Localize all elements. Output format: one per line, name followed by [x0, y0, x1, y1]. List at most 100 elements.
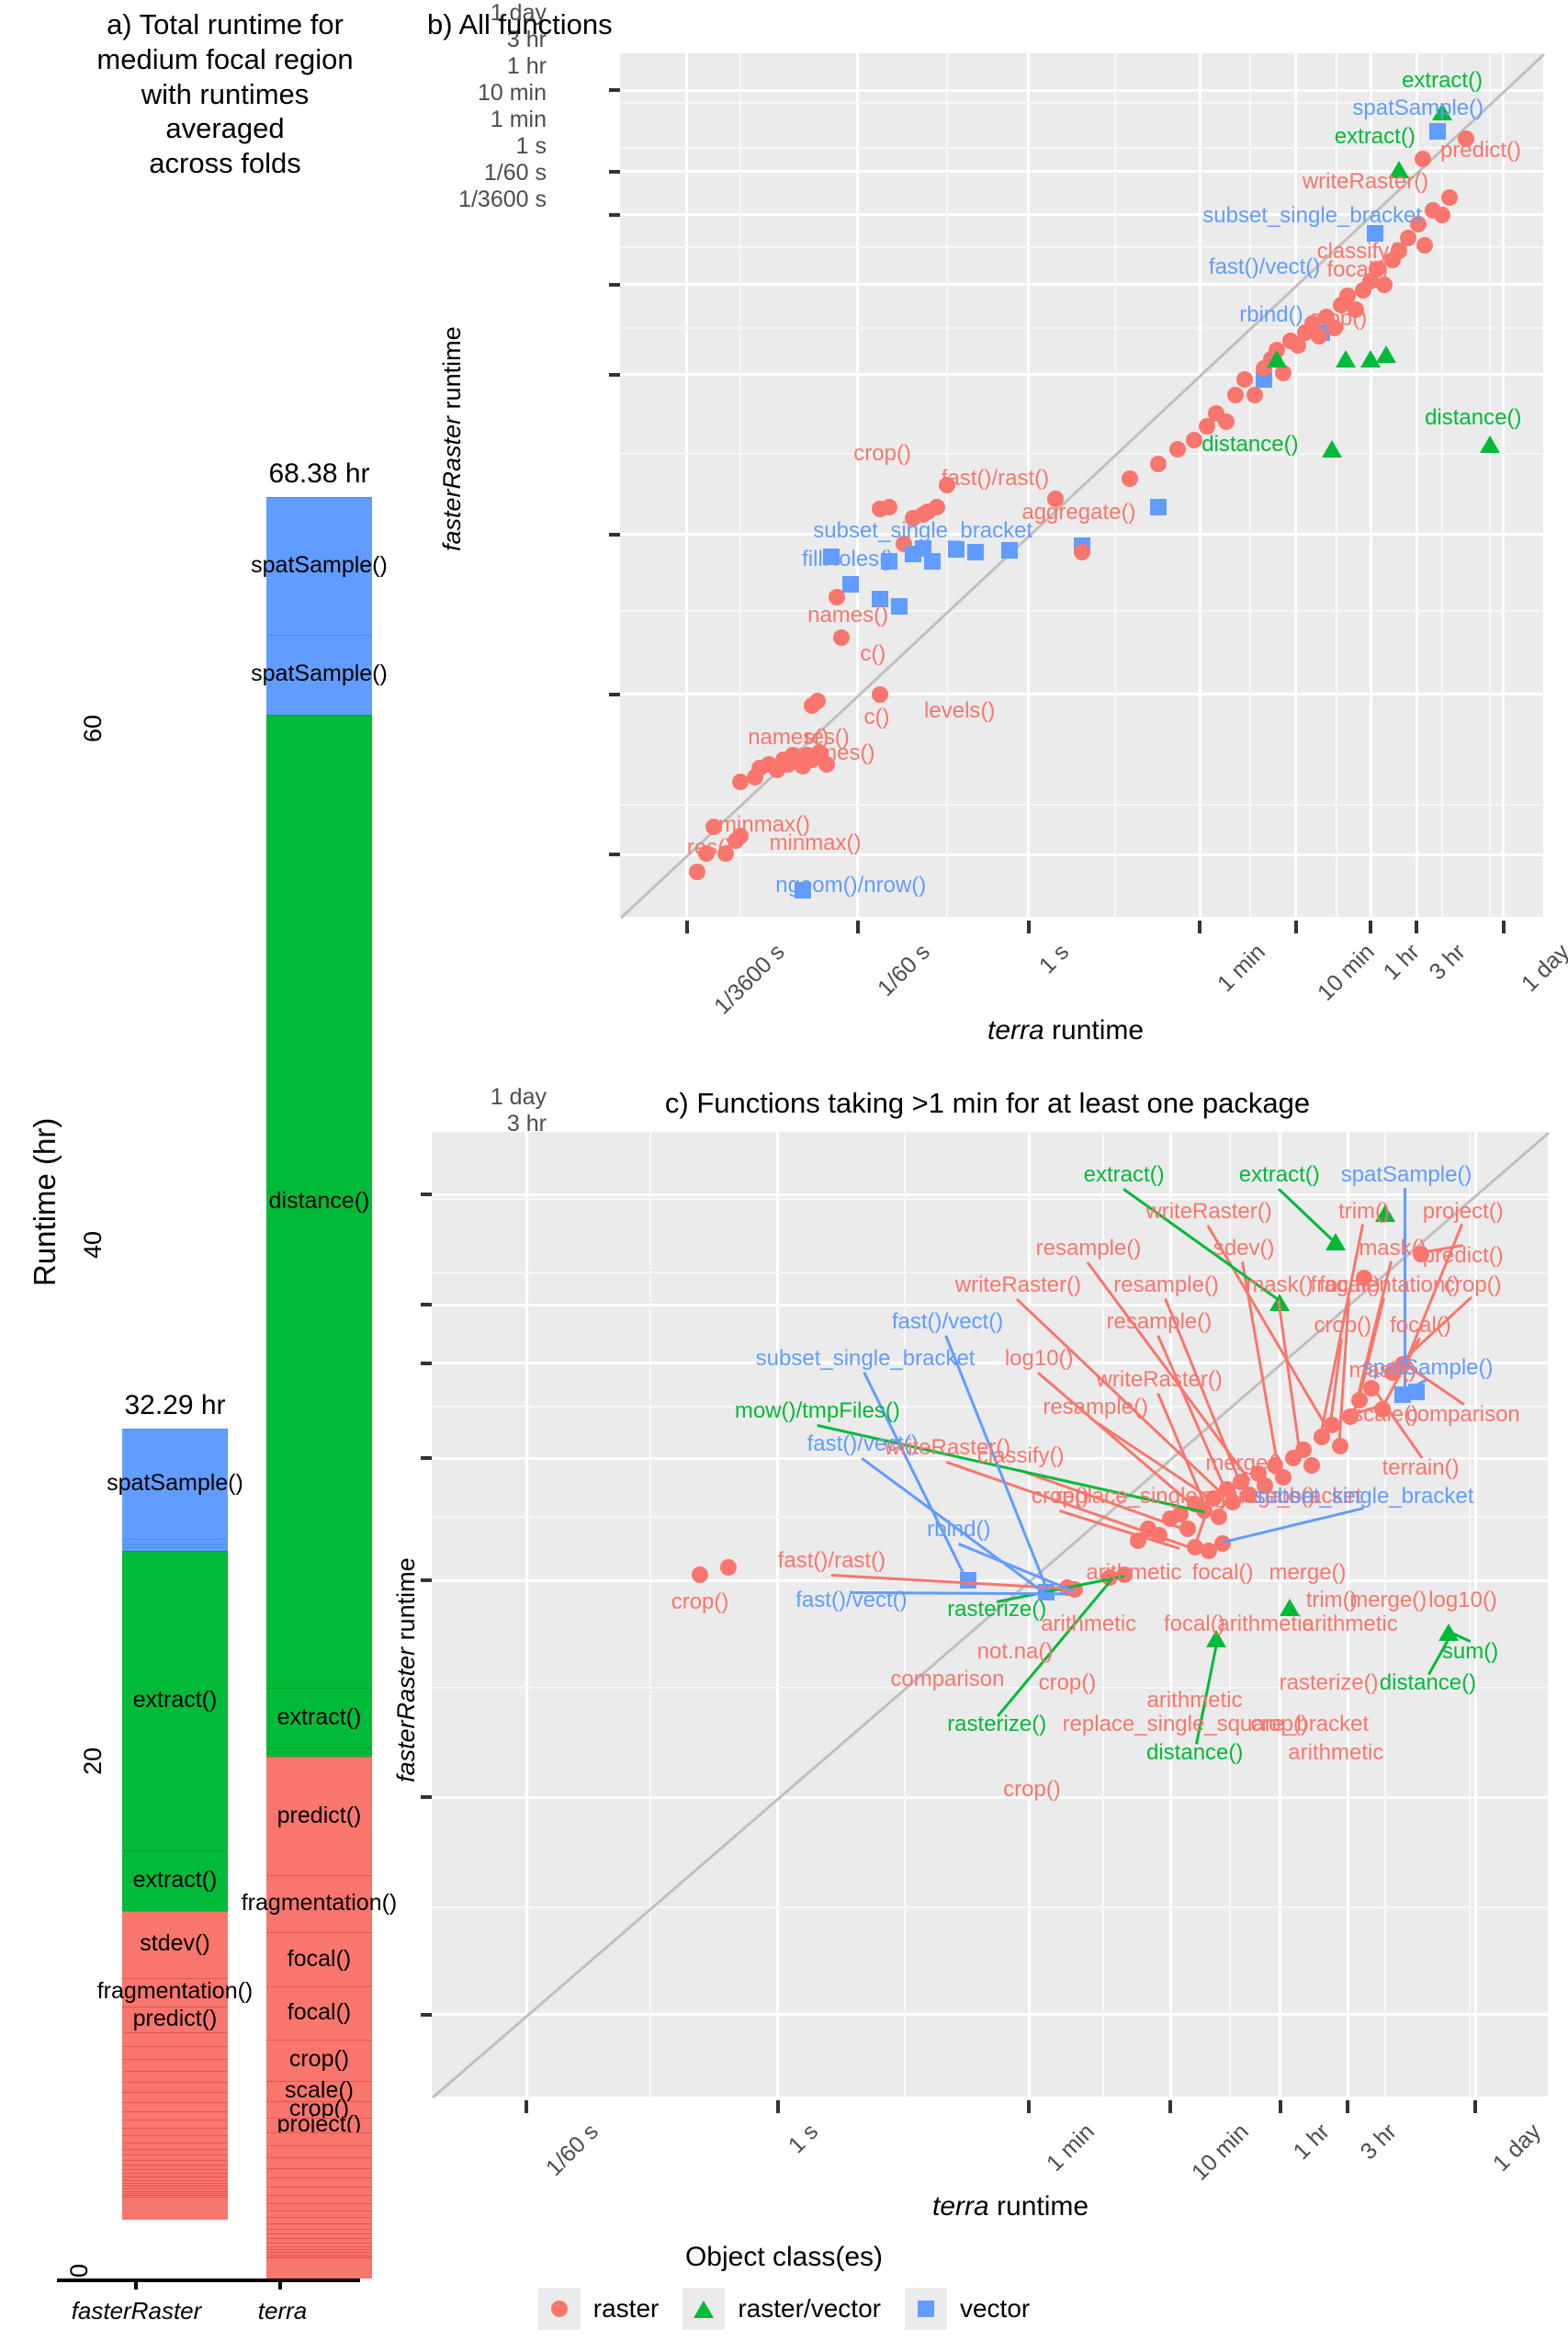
- data-point-vector: [794, 881, 811, 899]
- point-label: crop(): [671, 1589, 729, 1615]
- point-label: merge(): [1269, 1560, 1347, 1586]
- point-label: resample(): [1113, 1272, 1219, 1297]
- gridline-minor-vertical: [1101, 1132, 1104, 2097]
- y-tick-mark: [609, 532, 620, 537]
- panel-a-title-line-4: across folds: [149, 147, 301, 180]
- x-tick-mark: [1278, 2100, 1282, 2113]
- x-tick-label: 1 hr: [1378, 939, 1426, 986]
- panel-a-segment-label: extract(): [132, 1686, 218, 1713]
- data-point-raster-vector: [1359, 349, 1381, 368]
- panel-c-x-axis-title-rest: runtime: [988, 2191, 1089, 2222]
- panel-a-segment: [122, 1539, 228, 1544]
- y-tick-mark: [421, 1193, 432, 1197]
- y-tick-mark: [421, 2012, 432, 2017]
- point-label: ngeom()/nrow(): [775, 872, 927, 898]
- panel-a-segment-label: extract(): [132, 1866, 218, 1893]
- data-point-raster-vector: [1438, 1623, 1460, 1641]
- gridline-minor-horizontal: [620, 326, 1543, 329]
- panel-a-segment: [122, 2177, 228, 2180]
- panel-a-y-tick-20: 20: [79, 1747, 107, 1776]
- point-label: crop(): [853, 440, 911, 466]
- panel-a-y-tick-60: 60: [79, 715, 107, 743]
- point-label: distance(): [1201, 431, 1299, 457]
- gridline-minor-vertical: [1489, 53, 1492, 917]
- x-tick-label: 3 hr: [1355, 2119, 1403, 2165]
- point-label: focal(): [1326, 256, 1389, 282]
- panel-c-x-axis-title-italic: terra: [932, 2191, 989, 2222]
- gridline-vertical: [1346, 1132, 1349, 2097]
- data-point-raster: [1241, 1486, 1258, 1503]
- panel-a-segment: [122, 2127, 228, 2135]
- data-point-vector: [1150, 499, 1168, 516]
- point-label: aggregate(): [1201, 1483, 1315, 1509]
- data-point-vector: [948, 540, 965, 558]
- data-point-raster: [929, 499, 946, 516]
- panel-a-segment: [122, 2102, 228, 2111]
- panel-b-x-axis-title-rest: runtime: [1043, 1015, 1145, 1046]
- panel-a-x-tick-1: [134, 2278, 138, 2290]
- panel-a-y-axis-title: Runtime (hr): [28, 1117, 62, 1286]
- data-point-raster: [731, 774, 749, 791]
- data-point-vector: [924, 553, 942, 571]
- point-label: mask(): [1348, 1357, 1416, 1383]
- point-label: fast()/rast(): [941, 466, 1050, 492]
- panel-a-segment: [266, 2216, 372, 2223]
- panel-a-segment: [122, 2031, 228, 2047]
- panel-a-segment: [122, 2192, 228, 2195]
- x-tick-label: 1/3600 s: [708, 939, 790, 1020]
- gridline-horizontal: [432, 1303, 1548, 1306]
- gridline-minor-horizontal: [620, 452, 1543, 455]
- panel-a-segment: [122, 2046, 228, 2060]
- data-point-raster: [1172, 1506, 1190, 1522]
- legend: Object class(es) raster raster/vector vect…: [0, 2242, 1568, 2352]
- point-label: log10(): [1004, 1345, 1074, 1371]
- y-tick-label: 1 day: [490, 1084, 547, 1110]
- data-point-raster: [1434, 207, 1451, 224]
- data-point-raster: [1339, 288, 1357, 305]
- point-label: arithmetic: [1288, 1739, 1384, 1765]
- gridline-horizontal: [620, 373, 1543, 377]
- gridline-horizontal: [432, 1795, 1548, 1799]
- data-point-raster: [1204, 1489, 1222, 1507]
- gridline-horizontal: [620, 853, 1543, 856]
- gridline-minor-vertical: [739, 53, 741, 917]
- data-point-vector: [871, 591, 888, 608]
- panel-a-segment: [122, 2120, 228, 2128]
- point-label: project(): [1422, 1199, 1504, 1225]
- point-label: replace_single_square_bracket: [1062, 1712, 1370, 1737]
- point-label: res(): [686, 834, 733, 860]
- x-tick-label: 1 hr: [1288, 2119, 1335, 2165]
- y-tick-mark: [421, 1361, 432, 1365]
- point-label: crop(): [1314, 1312, 1372, 1338]
- panel-a-segment: spatSample(): [251, 496, 388, 635]
- panel-a-segment: [266, 2233, 372, 2239]
- data-point-vector: [842, 575, 860, 593]
- panel-a: a) Total runtime for medium focal region w…: [0, 0, 418, 2352]
- x-tick-label: 3 hr: [1424, 939, 1472, 986]
- panel-a-segment: [266, 2238, 372, 2243]
- point-label: fillHoles(): [802, 547, 895, 572]
- gridline-minor-vertical: [1469, 1132, 1472, 2097]
- data-point-raster: [1356, 1270, 1373, 1287]
- data-point-raster: [1236, 371, 1254, 389]
- point-label: names(): [807, 602, 889, 628]
- gridline-minor-horizontal: [620, 245, 1543, 248]
- point-label: scale(): [1352, 1401, 1419, 1427]
- point-label: predict(): [1422, 1242, 1504, 1268]
- gridline-horizontal: [620, 283, 1543, 287]
- legend-key-circle: [537, 2288, 581, 2330]
- point-label: subset_single_bracket: [813, 517, 1033, 543]
- panel-b-y-axis-title-rest: runtime: [438, 326, 466, 416]
- y-tick-mark: [421, 1578, 432, 1583]
- data-point-raster: [1441, 188, 1459, 206]
- panel-a-segment: [266, 2132, 372, 2145]
- panel-c-x-axis-title: terra runtime: [932, 2191, 1089, 2222]
- panel-a-segment: [266, 2195, 372, 2203]
- point-label: classify(): [1316, 239, 1404, 265]
- point-label: minmax(): [769, 830, 862, 855]
- x-tick-mark: [1026, 921, 1031, 933]
- point-label: res(): [804, 725, 850, 751]
- data-point-raster: [1313, 1429, 1330, 1446]
- y-tick-label: 1 hr: [506, 53, 547, 79]
- x-tick-label: 10 min: [1312, 939, 1380, 1006]
